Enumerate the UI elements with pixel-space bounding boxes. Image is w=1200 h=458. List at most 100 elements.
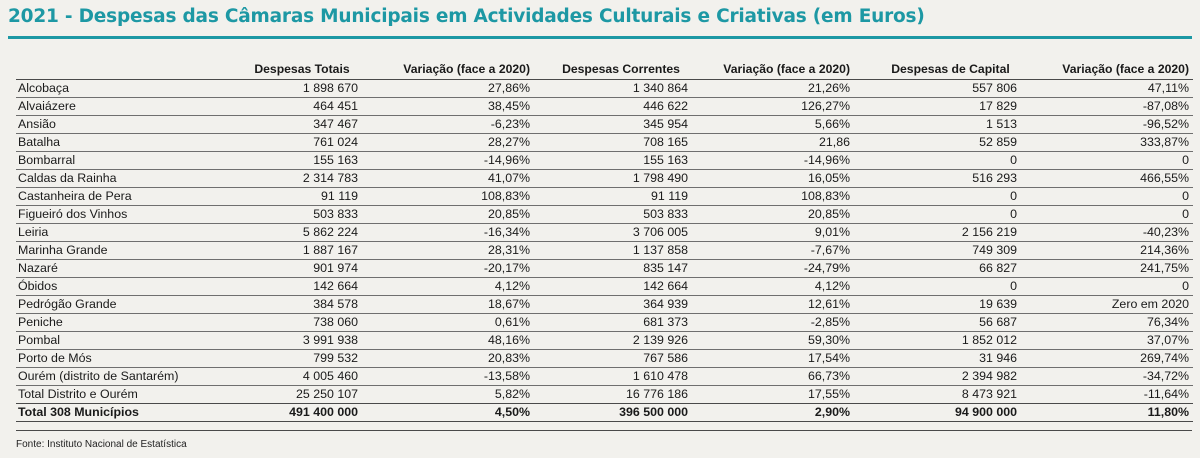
table-row: Caldas da Rainha 2 314 783 41,07% 1 798 490… xyxy=(16,169,1193,188)
row-label: Ansião xyxy=(16,115,216,134)
table-cell: -24,79% xyxy=(692,259,854,278)
table-cell: 8 473 921 xyxy=(854,385,1021,404)
table-cell: 3 991 938 xyxy=(216,331,362,350)
table-cell: 5,82% xyxy=(362,385,534,404)
table-cell: 17,55% xyxy=(692,385,854,404)
table-cell: 214,36% xyxy=(1021,241,1193,260)
table-cell: 1 852 012 xyxy=(854,331,1021,350)
table-cell: 749 309 xyxy=(854,241,1021,260)
table-cell: -87,08% xyxy=(1021,97,1193,116)
column-header: Despesas Totais xyxy=(254,62,350,76)
table-cell: 767 586 xyxy=(534,349,692,368)
table-cell: 16,05% xyxy=(692,169,854,188)
table-cell: 155 163 xyxy=(534,151,692,170)
row-label: Ourém (distrito de Santarém) xyxy=(16,367,216,386)
table-cell: 20,85% xyxy=(692,205,854,224)
table-cell: 503 833 xyxy=(534,205,692,224)
table-cell: 56 687 xyxy=(854,313,1021,332)
table-cell: 17,54% xyxy=(692,349,854,368)
table-cell: 108,83% xyxy=(362,187,534,206)
row-label: Alvaiázere xyxy=(16,97,216,116)
table-row: Alcobaça 1 898 670 27,86% 1 340 864 21,26% 55… xyxy=(16,79,1193,98)
table-cell: 11,80% xyxy=(1021,403,1193,422)
table-row: Batalha 761 024 28,27% 708 165 21,86 52 859 33… xyxy=(16,133,1193,152)
row-label: Peniche xyxy=(16,313,216,332)
table-cell: 557 806 xyxy=(854,79,1021,98)
table-cell: 0 xyxy=(1021,277,1193,296)
table-cell: 9,01% xyxy=(692,223,854,242)
table-cell: 0,61% xyxy=(362,313,534,332)
row-label: Porto de Mós xyxy=(16,349,216,368)
table-cell: -96,52% xyxy=(1021,115,1193,134)
table-cell: 708 165 xyxy=(534,133,692,152)
source-divider xyxy=(16,430,1192,431)
table-cell: 269,74% xyxy=(1021,349,1193,368)
table-cell: 48,16% xyxy=(362,331,534,350)
table-row: Ourém (distrito de Santarém) 4 005 460 -13… xyxy=(16,367,1193,386)
table-cell: 2 156 219 xyxy=(854,223,1021,242)
table-cell: 5,66% xyxy=(692,115,854,134)
table-cell: 66 827 xyxy=(854,259,1021,278)
table-cell: 0 xyxy=(1021,151,1193,170)
table-cell: 4 005 460 xyxy=(216,367,362,386)
table-cell: 901 974 xyxy=(216,259,362,278)
table-row: Castanheira de Pera 91 119 108,83% 91 119 10… xyxy=(16,187,1193,206)
table-cell: 16 776 186 xyxy=(534,385,692,404)
table-cell: 91 119 xyxy=(216,187,362,206)
table-cell: 12,61% xyxy=(692,295,854,314)
table-cell: -11,64% xyxy=(1021,385,1193,404)
table-cell: 1 513 xyxy=(854,115,1021,134)
table-cell: 0 xyxy=(1021,187,1193,206)
table-cell: 4,50% xyxy=(362,403,534,422)
table-cell: 0 xyxy=(854,187,1021,206)
table-cell: -34,72% xyxy=(1021,367,1193,386)
table-row: Marinha Grande 1 887 167 28,31% 1 137 858 -7… xyxy=(16,241,1193,260)
table-cell: 384 578 xyxy=(216,295,362,314)
table-cell: 21,86 xyxy=(692,133,854,152)
table-cell: 25 250 107 xyxy=(216,385,362,404)
table-cell: 94 900 000 xyxy=(854,403,1021,422)
row-label: Caldas da Rainha xyxy=(16,169,216,188)
table-cell: 18,67% xyxy=(362,295,534,314)
column-header: Variação (face a 2020) xyxy=(723,62,850,76)
table-cell: 761 024 xyxy=(216,133,362,152)
table-cell: 364 939 xyxy=(534,295,692,314)
row-label: Bombarral xyxy=(16,151,216,170)
table-row: Alvaiázere 464 451 38,45% 446 622 126,27% 17 … xyxy=(16,97,1193,116)
column-header: Variação (face a 2020) xyxy=(1062,62,1189,76)
table-row: Pedrógão Grande 384 578 18,67% 364 939 12,61… xyxy=(16,295,1193,314)
table-cell: 142 664 xyxy=(216,277,362,296)
table-row: Total Distrito e Ourém 25 250 107 5,82% 16 … xyxy=(16,385,1193,404)
source-note: Fonte: Instituto Nacional de Estatística xyxy=(16,439,187,450)
table-cell: 91 119 xyxy=(534,187,692,206)
table-cell: 738 060 xyxy=(216,313,362,332)
row-label: Óbidos xyxy=(16,277,216,296)
table-cell: 491 400 000 xyxy=(216,403,362,422)
table-cell: 2,90% xyxy=(692,403,854,422)
table-cell: Zero em 2020 xyxy=(1021,295,1193,314)
table-cell: Total 308 Municípios xyxy=(16,403,216,422)
table-cell: 41,07% xyxy=(362,169,534,188)
total-row: Total 308 Municípios 491 400 000 4,50% 3… xyxy=(16,403,1193,422)
table-cell: -20,17% xyxy=(362,259,534,278)
table-cell: 1 798 490 xyxy=(534,169,692,188)
table-cell: 52 859 xyxy=(854,133,1021,152)
table-cell: 1 610 478 xyxy=(534,367,692,386)
data-table: Despesas Totais Variação (face a 2020) D… xyxy=(16,60,1193,422)
table-cell: 241,75% xyxy=(1021,259,1193,278)
column-header: Variação (face a 2020) xyxy=(403,62,530,76)
title-divider xyxy=(8,36,1192,39)
table-cell: 37,07% xyxy=(1021,331,1193,350)
table-cell: 799 532 xyxy=(216,349,362,368)
table-cell: 155 163 xyxy=(216,151,362,170)
row-label: Nazaré xyxy=(16,259,216,278)
table-cell: 466,55% xyxy=(1021,169,1193,188)
table-cell: 19 639 xyxy=(854,295,1021,314)
row-label: Total Distrito e Ourém xyxy=(16,385,216,404)
table-cell: -7,67% xyxy=(692,241,854,260)
header-row: Despesas Totais Variação (face a 2020) D… xyxy=(16,60,1193,80)
row-label: Pedrógão Grande xyxy=(16,295,216,314)
row-label: Castanheira de Pera xyxy=(16,187,216,206)
column-header: Despesas Correntes xyxy=(562,62,680,76)
table-row: Peniche 738 060 0,61% 681 373 -2,85% 56 687 76… xyxy=(16,313,1193,332)
